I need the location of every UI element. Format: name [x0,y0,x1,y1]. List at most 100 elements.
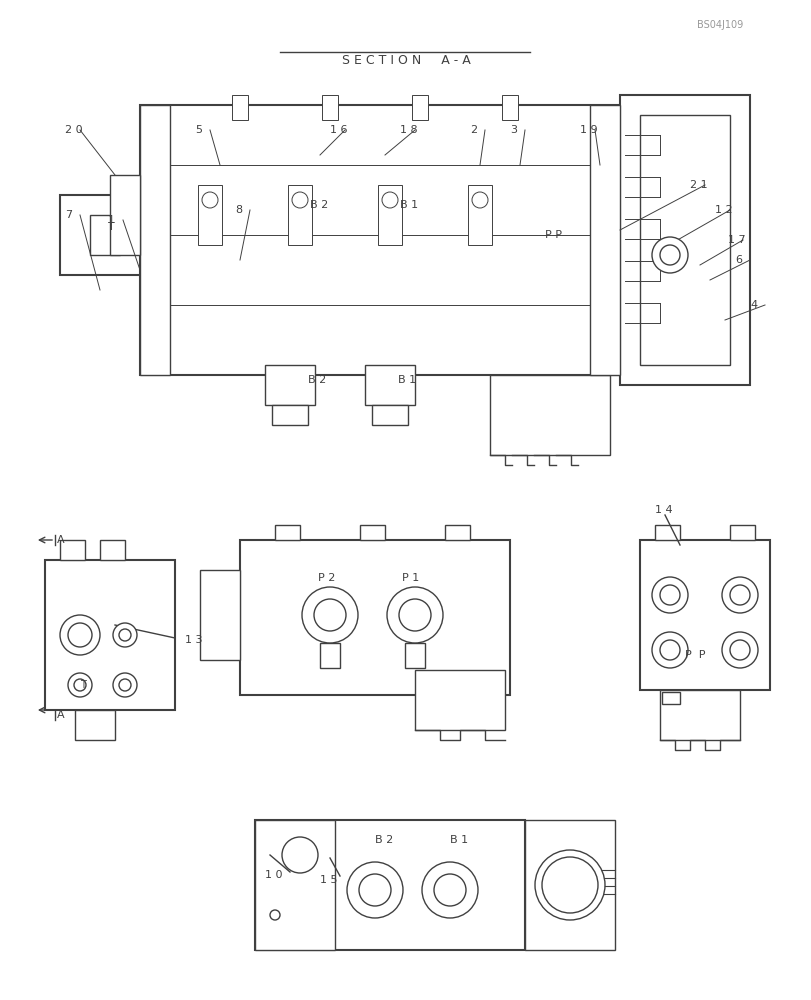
Circle shape [721,577,757,613]
Circle shape [471,192,487,208]
Circle shape [659,585,679,605]
Bar [100,540,125,560]
Text: 1 0: 1 0 [264,870,282,880]
Circle shape [270,910,280,920]
Bar [414,670,504,730]
Text: B 2: B 2 [307,375,326,385]
Text: B 2: B 2 [310,200,328,210]
Circle shape [302,587,358,643]
Text: T: T [80,680,86,690]
Bar [60,195,139,275]
Circle shape [433,874,466,906]
Bar [90,215,120,255]
Text: 1 9: 1 9 [579,125,597,135]
Circle shape [659,640,679,660]
Circle shape [113,673,137,697]
Bar [198,185,221,245]
Circle shape [346,862,402,918]
Text: 5: 5 [195,125,202,135]
Circle shape [721,632,757,668]
Circle shape [659,245,679,265]
Bar [275,525,299,540]
Bar [639,540,769,690]
Bar [359,525,384,540]
Bar [200,570,240,660]
Circle shape [729,640,749,660]
Bar [590,105,620,375]
Text: B 1: B 1 [400,200,418,210]
Circle shape [381,192,397,208]
Circle shape [534,850,604,920]
Circle shape [422,862,478,918]
Text: 1 5: 1 5 [320,875,337,885]
Circle shape [119,629,131,641]
Text: P P: P P [544,230,561,240]
Circle shape [119,679,131,691]
Text: 8: 8 [234,205,242,215]
Circle shape [74,679,86,691]
Bar [109,175,139,255]
Text: B 1: B 1 [397,375,415,385]
Circle shape [541,857,597,913]
Text: 1 4: 1 4 [654,505,672,515]
Bar [501,95,517,120]
Circle shape [68,623,92,647]
Text: 1 3: 1 3 [185,635,202,645]
Circle shape [651,632,687,668]
Bar [139,105,169,375]
Circle shape [387,587,443,643]
Text: P  P: P P [684,650,705,660]
Text: 1 8: 1 8 [400,125,417,135]
Text: 6: 6 [734,255,741,265]
Text: 2 1: 2 1 [689,180,706,190]
Text: A: A [57,535,65,545]
Bar [322,95,337,120]
Text: 2: 2 [470,125,477,135]
Circle shape [292,192,307,208]
Bar [255,820,335,950]
Circle shape [281,837,318,873]
Text: 1 6: 1 6 [329,125,347,135]
Bar [288,185,311,245]
Bar [60,540,85,560]
Circle shape [202,192,217,208]
Bar [620,95,749,385]
Text: 1 2: 1 2 [714,205,732,215]
Bar [661,692,679,704]
Bar [365,365,414,405]
Text: S E C T I O N     A - A: S E C T I O N A - A [341,54,470,67]
Bar [659,690,739,740]
Text: 1 7: 1 7 [727,235,744,245]
Bar [467,185,491,245]
Text: B 2: B 2 [375,835,393,845]
Text: 7: 7 [65,210,72,220]
Text: 3: 3 [509,125,517,135]
Bar [272,405,307,425]
Text: BS04J109: BS04J109 [696,20,742,30]
Bar [444,525,470,540]
Circle shape [651,577,687,613]
Bar [411,95,427,120]
Text: B 1: B 1 [449,835,468,845]
Bar [232,95,247,120]
Circle shape [651,237,687,273]
Text: T: T [108,222,114,232]
Bar [139,105,620,375]
Bar [378,185,401,245]
Text: A: A [57,710,65,720]
Circle shape [729,585,749,605]
Text: 4: 4 [749,300,756,310]
Bar [525,820,614,950]
Bar [639,115,729,365]
Bar [264,365,315,405]
Bar [45,560,175,710]
Text: 1: 1 [108,215,115,225]
Circle shape [113,623,137,647]
Circle shape [60,615,100,655]
Circle shape [68,673,92,697]
Circle shape [358,874,391,906]
Bar [75,710,115,740]
Bar [654,525,679,540]
Bar [405,643,424,668]
Circle shape [314,599,345,631]
